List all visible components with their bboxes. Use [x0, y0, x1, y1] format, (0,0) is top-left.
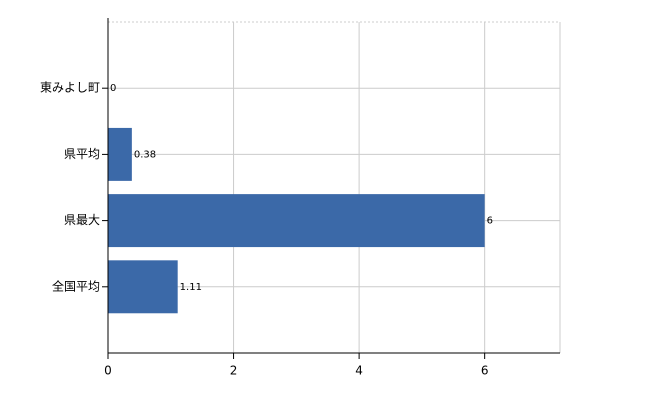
y-tick-label: 東みよし町	[40, 81, 100, 95]
bar	[108, 260, 178, 314]
x-tick-label: 4	[355, 364, 363, 378]
bar	[108, 194, 485, 248]
x-tick-label: 6	[481, 364, 489, 378]
value-label: 0	[110, 83, 116, 94]
y-tick-label: 全国平均	[52, 278, 100, 293]
x-tick-label: 2	[230, 364, 238, 378]
value-label: 6	[487, 216, 493, 227]
x-tick-label: 0	[104, 364, 112, 378]
bar	[108, 127, 132, 181]
y-tick-label: 県平均	[64, 147, 100, 161]
y-tick-label: 県最大	[64, 213, 100, 227]
value-label: 1.11	[180, 282, 202, 293]
value-label: 0.38	[134, 149, 156, 160]
